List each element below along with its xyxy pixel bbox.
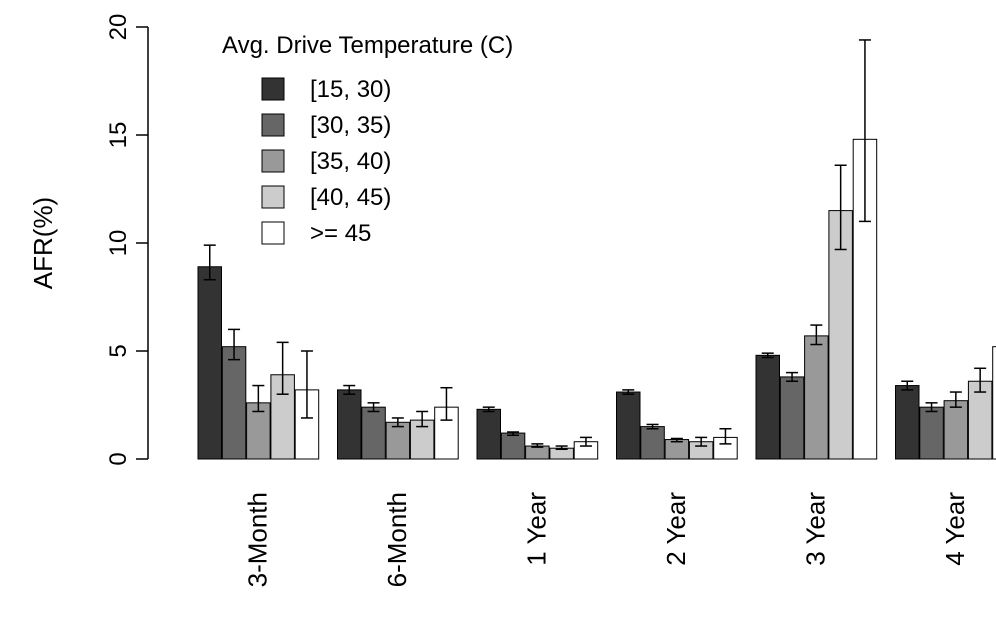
bar bbox=[640, 426, 665, 460]
y-tick-label: 20 bbox=[105, 14, 132, 41]
x-tick-label: 3 Year bbox=[800, 492, 830, 566]
bar bbox=[967, 380, 993, 460]
y-tick-label: 5 bbox=[105, 344, 132, 357]
bar bbox=[525, 445, 550, 460]
y-tick-label: 0 bbox=[105, 452, 132, 465]
legend-label: [40, 45) bbox=[310, 184, 391, 211]
bar bbox=[361, 406, 386, 460]
legend-swatch bbox=[261, 77, 285, 101]
legend-swatch bbox=[261, 113, 285, 137]
bar bbox=[337, 389, 362, 460]
bar bbox=[500, 432, 526, 460]
legend-swatch bbox=[261, 149, 285, 173]
x-tick-label: 2 Year bbox=[661, 492, 691, 566]
legend-swatch bbox=[261, 185, 285, 209]
bar bbox=[755, 354, 780, 460]
bar-group-3-month bbox=[197, 244, 320, 460]
bar bbox=[221, 346, 247, 460]
y-tick-label: 10 bbox=[105, 230, 132, 257]
bar bbox=[992, 346, 996, 460]
bar bbox=[616, 391, 641, 460]
bar bbox=[895, 385, 920, 460]
bar-group-6-month bbox=[337, 384, 459, 460]
bar bbox=[779, 376, 805, 460]
legend-swatch bbox=[261, 221, 285, 245]
x-axis-labels: 3-Month 6-Month 1 Year 2 Year 3 Year 4 Year bbox=[242, 492, 970, 588]
bar-group-1-year bbox=[476, 406, 599, 460]
legend-label: >= 45 bbox=[310, 220, 371, 247]
bar bbox=[804, 335, 829, 460]
bar-group-3-year bbox=[755, 39, 878, 460]
legend-label: [15, 30) bbox=[310, 76, 391, 103]
bar-groups bbox=[197, 39, 996, 460]
y-axis-label: AFR(%) bbox=[28, 197, 58, 289]
legend-label: [35, 40) bbox=[310, 148, 391, 175]
bar bbox=[385, 421, 411, 460]
bar bbox=[664, 439, 690, 460]
x-tick-label: 6-Month bbox=[382, 492, 412, 587]
x-tick-label: 4 Year bbox=[940, 492, 970, 566]
bar-group-4-year bbox=[895, 346, 996, 460]
y-axis: 0 5 10 15 20 bbox=[105, 14, 149, 466]
bar bbox=[476, 408, 501, 460]
legend-title: Avg. Drive Temperature (C) bbox=[222, 32, 513, 59]
bar bbox=[197, 266, 222, 460]
x-tick-label: 3-Month bbox=[242, 492, 272, 587]
y-tick-label: 15 bbox=[105, 122, 132, 149]
legend: Avg. Drive Temperature (C) [15, 30) [30, … bbox=[222, 32, 513, 247]
bar bbox=[919, 406, 944, 460]
legend-label: [30, 35) bbox=[310, 112, 391, 139]
x-tick-label: 1 Year bbox=[521, 492, 551, 566]
bar-group-2-year bbox=[616, 389, 738, 460]
bar bbox=[943, 400, 969, 460]
